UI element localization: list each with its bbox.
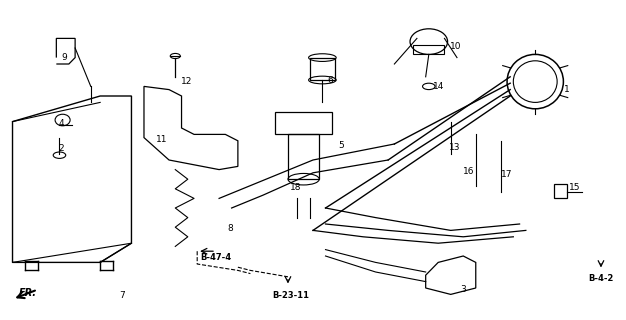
Text: 15: 15 bbox=[569, 183, 580, 192]
Bar bbox=[288, 134, 319, 179]
Text: 16: 16 bbox=[463, 167, 474, 176]
Bar bbox=[275, 112, 332, 134]
Text: B-23-11: B-23-11 bbox=[272, 292, 310, 300]
Text: 7: 7 bbox=[119, 292, 125, 300]
Text: 4: 4 bbox=[59, 119, 64, 128]
Text: B-47-4: B-47-4 bbox=[200, 253, 232, 262]
Text: 3: 3 bbox=[460, 285, 466, 294]
Bar bbox=[554, 184, 567, 198]
Text: 13: 13 bbox=[449, 143, 460, 152]
Text: 11: 11 bbox=[156, 135, 167, 144]
Text: 1: 1 bbox=[563, 85, 570, 94]
Text: 8: 8 bbox=[227, 224, 233, 233]
Text: 5: 5 bbox=[338, 141, 344, 150]
Text: 12: 12 bbox=[181, 77, 192, 86]
Text: 2: 2 bbox=[59, 144, 64, 153]
Text: 10: 10 bbox=[450, 42, 461, 51]
Bar bbox=[413, 45, 444, 54]
Text: 17: 17 bbox=[501, 170, 513, 179]
Text: 18: 18 bbox=[290, 183, 301, 192]
Text: B-4-2: B-4-2 bbox=[588, 274, 613, 283]
Text: 6: 6 bbox=[327, 76, 334, 84]
Text: FR.: FR. bbox=[19, 288, 37, 298]
Text: 9: 9 bbox=[61, 53, 67, 62]
Text: 14: 14 bbox=[433, 82, 444, 91]
Bar bbox=[310, 58, 335, 80]
